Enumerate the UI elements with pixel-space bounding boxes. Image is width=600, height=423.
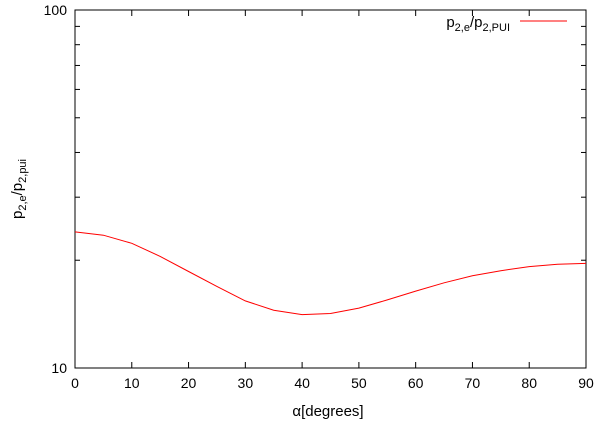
legend: p2,e/p2,PUI [446, 14, 567, 34]
x-tick-label: 50 [351, 375, 367, 391]
x-ticks: 0 10 20 30 40 50 60 70 80 90 [71, 10, 594, 391]
x-tick-label: 20 [181, 375, 197, 391]
x-tick-label: 30 [238, 375, 254, 391]
y-tick-label: 10 [51, 360, 67, 376]
x-tick-label: 10 [124, 375, 140, 391]
x-axis-label: α[degrees] [292, 403, 363, 420]
y-tick-label: 100 [44, 2, 68, 18]
y-axis-label: p2,e/p2,pui [9, 159, 29, 219]
x-tick-label: 90 [578, 375, 594, 391]
x-tick-label: 80 [521, 375, 537, 391]
series-line [74, 231, 587, 316]
plot-frame [74, 9, 587, 369]
x-tick-label: 40 [294, 375, 310, 391]
x-tick-label: 60 [408, 375, 424, 391]
legend-label: p2,e/p2,PUI [446, 14, 510, 34]
x-tick-label: 70 [465, 375, 481, 391]
y-ticks: 10 100 [44, 2, 586, 376]
x-tick-label: 0 [71, 375, 79, 391]
